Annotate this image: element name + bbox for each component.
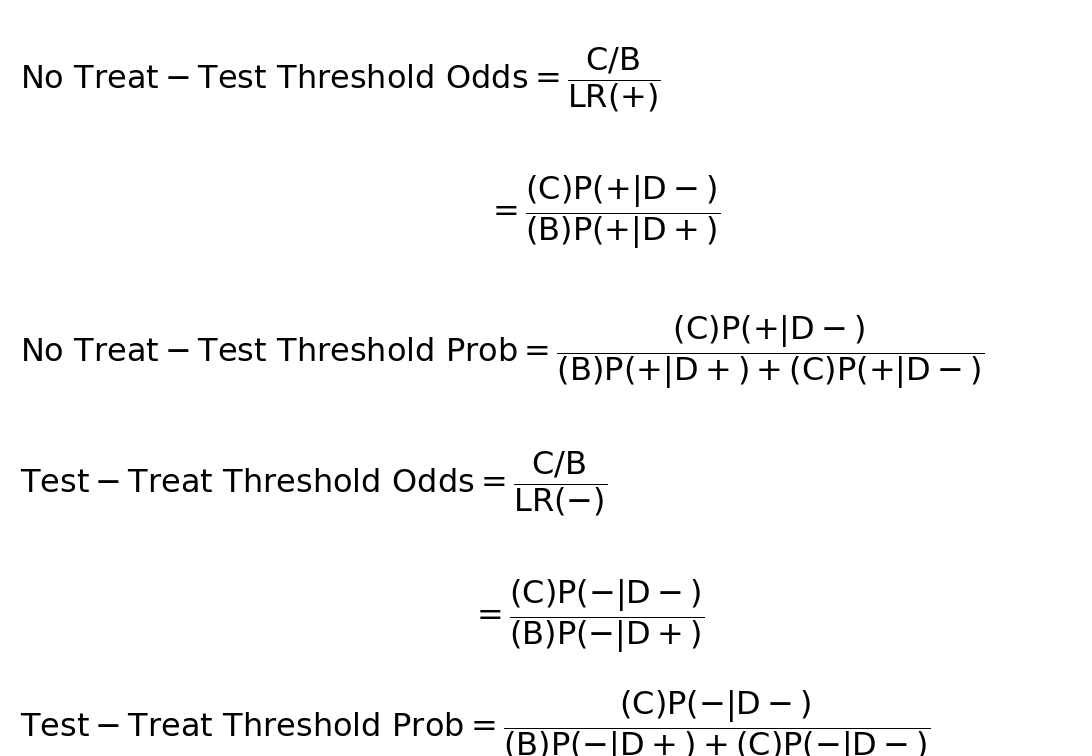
Text: $\mathrm{No\ Treat-Test\ Threshold\ Prob} = \dfrac{\mathrm{(C)P(+|D-)}}{\mathrm{: $\mathrm{No\ Treat-Test\ Threshold\ Prob… [20, 312, 984, 391]
Text: $\mathrm{Test-Treat\ Threshold\ Prob} = \dfrac{\mathrm{(C)P(-|D-)}}{\mathrm{(B)P: $\mathrm{Test-Treat\ Threshold\ Prob} = … [20, 688, 930, 756]
Text: $= \dfrac{\mathrm{(C)P(+|D-)}} {\mathrm{(B)P(+|D+)}}$: $= \dfrac{\mathrm{(C)P(+|D-)}} {\mathrm{… [486, 172, 721, 251]
Text: $\mathrm{Test-Treat\ Threshold\ Odds} = \dfrac{\mathrm{C/B}}{\mathrm{LR(-)}}$: $\mathrm{Test-Treat\ Threshold\ Odds} = … [20, 449, 607, 519]
Text: $= \dfrac{\mathrm{(C)P(-|D-)}}{\mathrm{(B)P(-|D+)}}$: $= \dfrac{\mathrm{(C)P(-|D-)}}{\mathrm{(… [470, 577, 704, 655]
Text: $\mathrm{No\ Treat-Test\ Threshold\ Odds} = \dfrac{\mathrm{C/B}}{\mathrm{LR(+)}}: $\mathrm{No\ Treat-Test\ Threshold\ Odds… [20, 45, 661, 114]
